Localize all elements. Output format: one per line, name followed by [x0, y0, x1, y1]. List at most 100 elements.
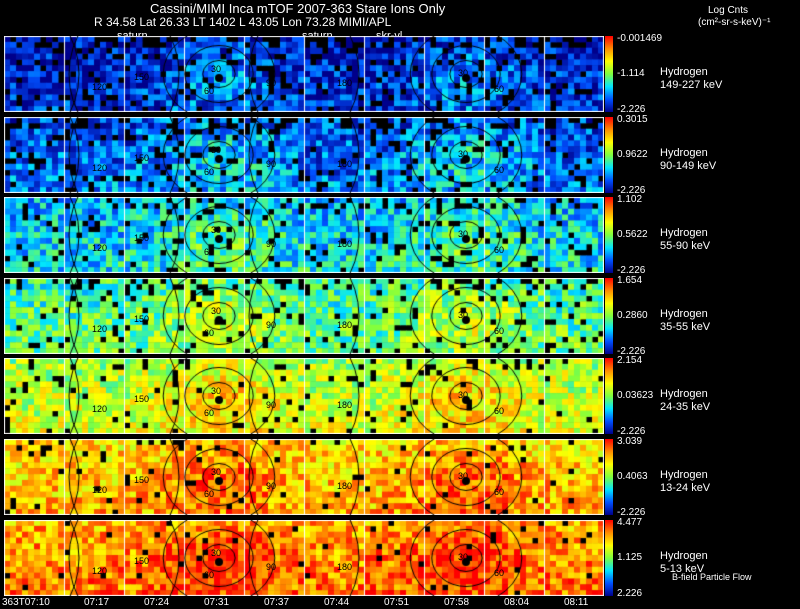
time-tick-label: 07:58	[444, 597, 470, 608]
colorbar-min: -2.226	[617, 507, 646, 518]
colorbar-max: 0.3015	[617, 113, 648, 125]
contour-label: 150	[134, 152, 150, 163]
colorbar	[605, 277, 613, 354]
heatmap-panel	[4, 116, 604, 193]
species-label: Hydrogen	[660, 388, 708, 401]
time-tick-label: 08:11	[564, 597, 589, 608]
contour-label: 60	[204, 247, 215, 258]
time-tick-label: 07:31	[204, 597, 230, 608]
panel-label: Hydrogen 5-13 keV	[660, 550, 708, 576]
contour-label: 150	[134, 394, 150, 405]
contour-label: 120	[92, 162, 108, 173]
contour-label: 30	[211, 144, 222, 155]
contour-label: 180	[337, 400, 353, 411]
time-tick-label: 07:24	[144, 597, 170, 608]
colorbar	[605, 439, 613, 515]
panel-label: Hydrogen 90-149 keV	[660, 147, 716, 173]
contour-label: 60	[204, 569, 215, 580]
energy-range-label: 35-55 keV	[660, 320, 711, 333]
contour-label: 30	[211, 225, 222, 236]
colorbar-max: 1.654	[617, 274, 643, 286]
colorbar-min: -2.226	[617, 345, 646, 357]
colorbar-mid: 0.2860	[617, 309, 648, 321]
heatmap-panel	[4, 358, 604, 435]
contour-label: 30	[458, 68, 469, 78]
contour-label: 60	[204, 86, 215, 96]
colorbar-min: -2.226	[617, 265, 646, 277]
contour-label: 30	[211, 64, 222, 74]
contour-label: 30	[458, 471, 469, 481]
contour-label: 120	[92, 82, 108, 92]
time-tick-label: 07:44	[324, 597, 350, 608]
contour-label: 120	[92, 404, 108, 415]
contour-label: 180	[337, 239, 353, 250]
contour-label: 180	[337, 158, 353, 169]
contour-label: 60	[204, 327, 215, 338]
colorbar-title: Log Cnts	[708, 5, 749, 16]
colorbar-unit: (cm²-sr-s-keV)⁻¹	[698, 17, 771, 28]
colorbar-mid: 0.9622	[617, 148, 648, 160]
time-tick-label: 07:51	[384, 597, 410, 608]
contour-label: 30	[458, 309, 469, 320]
contour-label: 60	[204, 166, 215, 177]
energy-range-label: 55-90 keV	[660, 240, 711, 253]
contour-label: 30	[211, 386, 222, 397]
panel-label: Hydrogen 13-24 keV	[660, 469, 710, 495]
contour-label: 150	[134, 475, 150, 485]
contour-label: 180	[337, 78, 353, 88]
bfield-flow-label: B-field Particle Flow	[672, 572, 752, 582]
energy-range-label: 149-227 keV	[660, 79, 723, 91]
time-tick-label: 07:17	[84, 597, 110, 608]
contour-label: 120	[92, 243, 108, 254]
colorbar-max: 2.154	[617, 355, 643, 367]
energy-range-label: 13-24 keV	[660, 482, 711, 494]
contour-label: 90	[266, 239, 277, 250]
species-label: Hydrogen	[660, 146, 708, 159]
panel-label: Hydrogen 35-55 keV	[660, 308, 710, 334]
contour-label: 90	[266, 158, 277, 169]
contour-label: 60	[494, 164, 505, 175]
contour-label: 30	[458, 229, 469, 240]
colorbar-mid: -1.114	[617, 68, 645, 79]
colorbar-min: -2.226	[617, 184, 646, 196]
colorbar-max: 3.039	[617, 436, 643, 447]
panel-label: Hydrogen 55-90 keV	[660, 227, 710, 253]
colorbar-min: -2.226	[617, 426, 646, 438]
contour-label: 120	[92, 323, 108, 334]
species-label: Hydrogen	[660, 66, 708, 78]
contour-label: 30	[211, 547, 222, 558]
contour-label: 30	[458, 148, 469, 159]
heatmap-panel	[4, 197, 604, 274]
time-tick-label: 08:04	[504, 597, 530, 608]
colorbar-min: -2.226	[617, 104, 646, 115]
contour-label: 120	[92, 485, 108, 495]
colorbar-mid: 0.5622	[617, 229, 648, 241]
colorbar-max: 1.102	[617, 194, 643, 206]
colorbar	[605, 36, 613, 112]
contour-label: 90	[266, 319, 277, 330]
colorbar-mid: 0.03623	[617, 390, 654, 402]
colorbar	[605, 197, 613, 274]
figure-title: Cassini/MIMI Inca mTOF 2007-363 Stare Io…	[150, 1, 446, 16]
contour-label: 30	[458, 551, 469, 562]
contour-label: 60	[494, 406, 505, 417]
time-tick-label: 363T07:10	[2, 597, 50, 608]
heatmap-panel	[4, 439, 604, 515]
contour-label: 60	[204, 408, 215, 419]
contour-label: 60	[204, 489, 215, 499]
contour-label: 30	[458, 390, 469, 401]
contour-label: 90	[266, 561, 277, 572]
contour-label: 30	[211, 467, 222, 477]
species-label: Hydrogen	[660, 469, 708, 481]
energy-range-label: 24-35 keV	[660, 401, 711, 414]
colorbar-max: 4.477	[617, 516, 643, 528]
colorbar-min: 2.226	[617, 587, 643, 599]
species-label: Hydrogen	[660, 307, 708, 320]
contour-label: 90	[266, 400, 277, 411]
colorbar	[605, 519, 613, 596]
energy-range-label: 5-13 keV	[660, 562, 705, 575]
time-tick-label: 07:37	[264, 597, 290, 608]
colorbar	[605, 358, 613, 435]
energy-range-label: 90-149 keV	[660, 159, 717, 172]
